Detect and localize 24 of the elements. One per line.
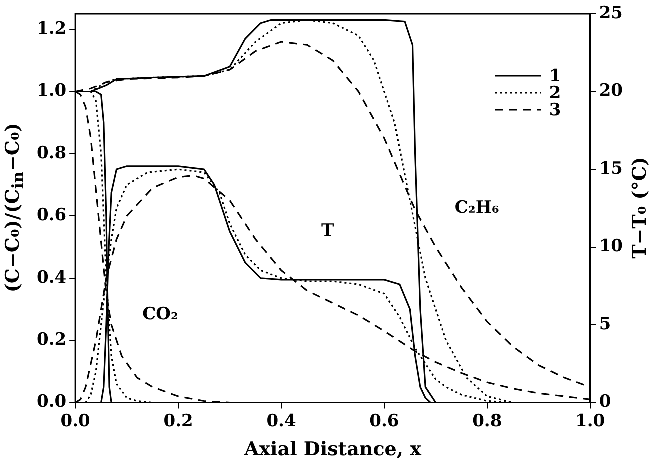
annotation: T [321, 221, 334, 242]
y-tick-label: 0.2 [37, 330, 67, 350]
annotation: CO₂ [142, 304, 178, 325]
x-tick-label: 0.0 [60, 411, 91, 432]
y-tick-label: 0.4 [37, 268, 67, 288]
annotation: C₂H₆ [454, 198, 500, 218]
y2-axis-title: T−T₀ (°C) [628, 158, 651, 260]
x-tick-label: 0.6 [370, 411, 400, 432]
y2-tick-label: 15 [599, 158, 624, 179]
y2-tick-label: 25 [599, 3, 624, 24]
x-tick-label: 0.2 [164, 411, 194, 432]
y2-tick-label: 20 [599, 81, 624, 102]
y-tick-label: 1.0 [37, 81, 67, 102]
y-tick-label: 1.2 [37, 18, 67, 39]
y-tick-label: 0.0 [37, 392, 67, 412]
x-tick-label: 0.8 [472, 411, 502, 432]
y-tick-label: 0.8 [37, 143, 67, 164]
y2-tick-label: 0 [599, 392, 612, 412]
x-tick-label: 1.0 [576, 411, 606, 432]
x-axis-title: Axial Distance, x [243, 438, 422, 461]
x-tick-label: 0.4 [266, 411, 296, 432]
y2-tick-label: 5 [599, 314, 612, 334]
y2-tick-label: 10 [599, 236, 624, 257]
y-tick-label: 0.6 [37, 206, 67, 226]
